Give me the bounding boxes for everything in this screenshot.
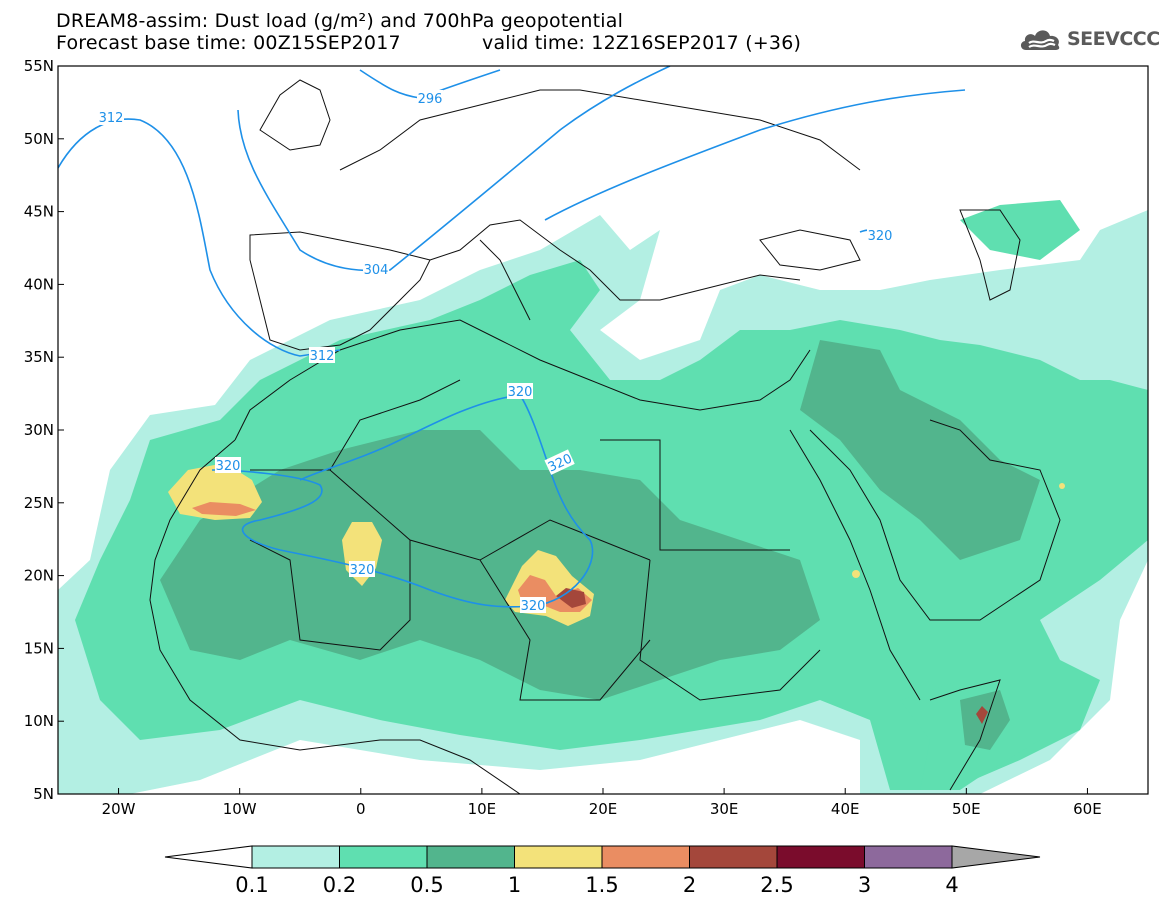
- contour-304: [237, 66, 671, 272]
- dust-level-2-chad: [556, 588, 586, 608]
- contour-labels: 312 296 304 320 312 320 320 320 320 320: [98, 90, 893, 614]
- contour-320-north: [544, 89, 966, 221]
- colorbar-segment: [864, 845, 953, 869]
- contour-label: 304: [364, 263, 389, 278]
- contour-label: 312: [99, 111, 124, 126]
- colorbar-segment: [251, 845, 340, 869]
- colorbar-over-triangle: [951, 845, 1041, 869]
- lat-tick-label: 55N: [24, 57, 54, 75]
- dust-level-0.5-arabia: [800, 340, 1040, 560]
- seevccc-logo: SEEVCCC: [1018, 26, 1160, 52]
- lat-tick-label: 35N: [24, 348, 54, 366]
- coastlines: [149, 79, 1061, 794]
- contour-label: 320: [868, 229, 893, 244]
- colorbar-tick-label: 0.5: [410, 873, 443, 897]
- lat-tick-label: 5N: [33, 785, 54, 803]
- colorbar-tick-label: 1.5: [585, 873, 618, 897]
- colorbar-segment: [514, 845, 603, 869]
- contour-312-north: [58, 118, 341, 357]
- contour-label: 312: [310, 349, 335, 364]
- dust-level-1-gulf: [1059, 483, 1065, 489]
- colorbar-segment: [601, 845, 690, 869]
- lat-tick-label: 10N: [24, 712, 54, 730]
- lon-tick-label: 40E: [831, 800, 860, 818]
- lon-tick-label: 20W: [102, 800, 136, 818]
- dust-level-1.5-west: [192, 502, 256, 516]
- colorbar: 0.1 0.2 0.5 1 1.5 2 2.5 3 4: [164, 845, 1041, 897]
- lat-axis: 55N 50N 45N 40N 35N 30N 25N 20N 15N 10N 5N: [24, 57, 64, 803]
- cloud-icon: [1020, 30, 1060, 50]
- lon-tick-label: 50E: [952, 800, 981, 818]
- base-time: Forecast base time: 00Z15SEP2017: [56, 32, 401, 54]
- lat-tick-label: 30N: [24, 421, 54, 439]
- dust-level-0.5-somalia: [960, 690, 1010, 750]
- lat-tick-label: 40N: [24, 275, 54, 293]
- dust-level-2-somalia: [976, 706, 988, 724]
- lon-axis: 20W 10W 0 10E 20E 30E 40E 50E 60E: [102, 788, 1102, 818]
- lon-tick-label: 20E: [589, 800, 618, 818]
- colorbar-tick-label: 2.5: [760, 873, 793, 897]
- lat-tick-label: 45N: [24, 203, 54, 221]
- dust-field: [58, 200, 1148, 794]
- colorbar-tick-label: 2: [683, 873, 696, 897]
- colorbar-tick-label: 0.2: [323, 873, 356, 897]
- colorbar-segment: [689, 845, 778, 869]
- dust-level-0.2-east: [960, 200, 1080, 260]
- contour-label: 296: [418, 92, 443, 107]
- chart-subtitle: Forecast base time: 00Z15SEP2017 valid ti…: [56, 32, 801, 54]
- colorbar-tick-label: 3: [858, 873, 871, 897]
- lon-tick-label: 30E: [710, 800, 739, 818]
- colorbar-segment: [339, 845, 428, 869]
- lon-tick-label: 10E: [468, 800, 497, 818]
- lat-tick-label: 15N: [24, 639, 54, 657]
- colorbar-tick-label: 1: [508, 873, 521, 897]
- colorbar-under-triangle: [164, 845, 253, 869]
- lat-tick-label: 25N: [24, 494, 54, 512]
- lon-tick-label: 0: [356, 800, 366, 818]
- dust-level-0.5: [160, 430, 820, 700]
- contour-label: 320: [216, 459, 241, 474]
- chart-title: DREAM8-assim: Dust load (g/m²) and 700hP…: [56, 10, 624, 32]
- logo-text: SEEVCCC: [1067, 28, 1160, 50]
- lat-tick-label: 50N: [24, 130, 54, 148]
- contour-label: 320: [508, 385, 533, 400]
- valid-time: valid time: 12Z16SEP2017 (+36): [482, 32, 802, 54]
- contour-label: 320: [521, 599, 546, 614]
- colorbar-tick-label: 0.1: [235, 873, 268, 897]
- colorbar-tick-label: 4: [945, 873, 958, 897]
- contour-label: 320: [350, 563, 375, 578]
- lon-tick-label: 60E: [1073, 800, 1102, 818]
- dust-level-1-redsea: [852, 570, 860, 578]
- lon-tick-label: 10W: [223, 800, 257, 818]
- colorbar-segment: [426, 845, 515, 869]
- lat-tick-label: 20N: [24, 567, 54, 585]
- colorbar-segment: [776, 845, 865, 869]
